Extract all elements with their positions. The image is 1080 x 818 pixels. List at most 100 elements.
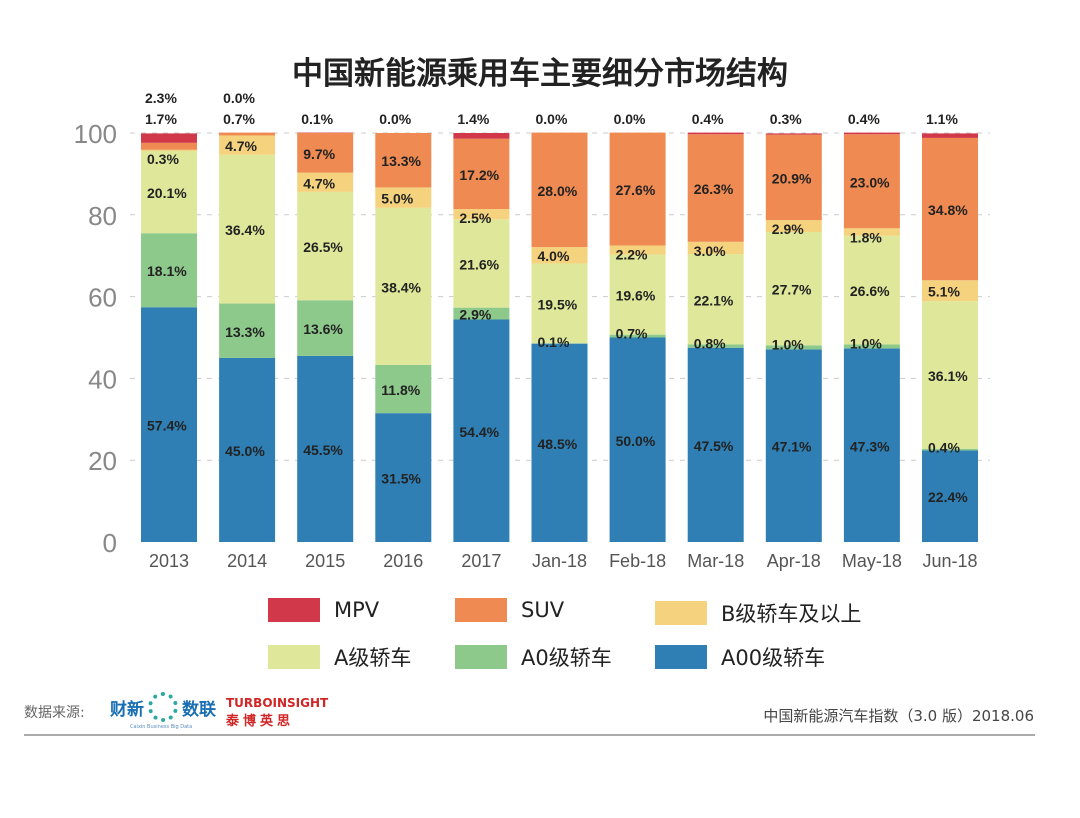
data-label: 34.8% xyxy=(928,202,968,218)
bar-segment xyxy=(453,319,510,542)
y-tick-label: 20 xyxy=(88,446,117,476)
chart-title: 中国新能源乘用车主要细分市场结构 xyxy=(292,56,788,92)
data-label: 0.4% xyxy=(928,440,960,456)
bar-segment xyxy=(922,301,978,449)
bar-segment xyxy=(297,172,354,192)
legend-swatch xyxy=(655,645,707,669)
data-label: 19.5% xyxy=(538,296,578,312)
data-label: 4.7% xyxy=(225,138,257,154)
data-label: 20.1% xyxy=(147,185,187,201)
bar-segment xyxy=(219,303,276,358)
bar-segment xyxy=(375,207,432,365)
legend-label: A00级轿车 xyxy=(721,646,826,670)
bar-segment xyxy=(922,448,978,451)
data-label: 5.1% xyxy=(928,284,960,300)
bar-segment xyxy=(297,133,354,173)
data-label: 13.3% xyxy=(225,324,265,340)
data-label: 1.1% xyxy=(926,111,958,127)
data-label: 0.4% xyxy=(692,111,724,127)
bar-segment xyxy=(375,413,432,542)
legend-label: A级轿车 xyxy=(334,646,412,670)
data-label: 13.3% xyxy=(381,153,421,169)
bar-segment xyxy=(609,132,666,246)
bar-segment xyxy=(531,132,588,248)
footer-divider xyxy=(24,734,1035,736)
x-tick-label: Mar-18 xyxy=(687,551,744,571)
bar-segment xyxy=(375,364,432,414)
data-label: 0.7% xyxy=(616,326,648,342)
bar-segment xyxy=(765,220,822,232)
bar-segment xyxy=(141,142,197,150)
data-label: 38.4% xyxy=(381,279,421,295)
data-label: 27.7% xyxy=(772,282,812,298)
bar-segment xyxy=(609,254,666,335)
bar-segment xyxy=(531,247,588,264)
logo-cn: 泰博英思 xyxy=(226,714,295,729)
bar-segment xyxy=(922,133,978,138)
footer-index-note: 中国新能源汽车指数（3.0 版）2018.06 xyxy=(763,707,1034,725)
bar-segment xyxy=(219,154,276,304)
data-label: 0.1% xyxy=(301,111,333,127)
bar-segment xyxy=(531,263,588,344)
bar-segment xyxy=(141,133,197,143)
bar-segment xyxy=(843,132,900,135)
x-tick-label: 2017 xyxy=(461,551,501,571)
data-label: 22.4% xyxy=(928,489,968,505)
data-label: 54.4% xyxy=(459,424,499,440)
bar-segment xyxy=(765,345,822,350)
data-label: 3.0% xyxy=(694,243,726,259)
bar-segment xyxy=(687,241,744,255)
bar-segment xyxy=(609,245,666,255)
data-label: 26.6% xyxy=(850,283,890,299)
bar-segment xyxy=(765,231,822,346)
data-label: 48.5% xyxy=(538,436,578,452)
data-label: 27.6% xyxy=(616,182,656,198)
legend-label: SUV xyxy=(521,598,565,622)
data-label: 2.2% xyxy=(616,246,648,262)
x-tick-label: May-18 xyxy=(842,551,902,571)
data-label: 45.0% xyxy=(225,443,265,459)
caixin-sub: Caixin Business Big Data xyxy=(130,724,193,730)
data-label: 0.0% xyxy=(223,90,255,106)
y-tick-label: 0 xyxy=(103,528,117,558)
data-label: 19.6% xyxy=(616,288,656,304)
y-tick-label: 40 xyxy=(88,364,117,394)
data-label: 26.5% xyxy=(303,239,343,255)
data-label: 0.4% xyxy=(848,111,880,127)
data-label: 2.5% xyxy=(459,210,491,226)
legend-item: A00级轿车 xyxy=(655,642,825,672)
legend-item: A级轿车 xyxy=(268,642,411,672)
data-label: 1.7% xyxy=(145,111,177,127)
data-label: 4.7% xyxy=(303,175,335,191)
x-tick-label: 2016 xyxy=(383,551,423,571)
legend-label: MPV xyxy=(334,598,380,622)
data-label: 57.4% xyxy=(147,418,187,434)
legend-item: MPV xyxy=(268,598,379,622)
y-tick-label: 100 xyxy=(74,119,117,149)
legend-label: B级轿车及以上 xyxy=(721,602,862,626)
bar-segment xyxy=(765,133,822,135)
data-label: 0.3% xyxy=(770,111,802,127)
y-tick-label: 60 xyxy=(88,283,117,313)
data-label: 0.8% xyxy=(694,335,726,351)
data-label: 0.0% xyxy=(536,111,568,127)
data-label: 0.0% xyxy=(379,111,411,127)
bar-segment xyxy=(219,135,276,155)
bar-segment xyxy=(687,344,744,348)
caixin-text: 财新 xyxy=(110,699,144,720)
data-label: 47.1% xyxy=(772,439,812,455)
bar-segment xyxy=(219,132,276,136)
data-label: 47.3% xyxy=(850,438,890,454)
logo-en: TURBOINSIGHT xyxy=(226,696,329,710)
data-label: 36.4% xyxy=(225,222,265,238)
bar-segment xyxy=(141,150,197,234)
data-label: 18.1% xyxy=(147,263,187,279)
data-label: 0.7% xyxy=(223,111,255,127)
bar-segment xyxy=(141,233,197,308)
data-label: 11.8% xyxy=(381,382,420,398)
bar-segment xyxy=(765,134,822,221)
bar-segment xyxy=(687,132,744,135)
data-label: 17.2% xyxy=(459,167,499,183)
legend-swatch xyxy=(655,601,707,625)
bar-segment xyxy=(375,187,432,208)
